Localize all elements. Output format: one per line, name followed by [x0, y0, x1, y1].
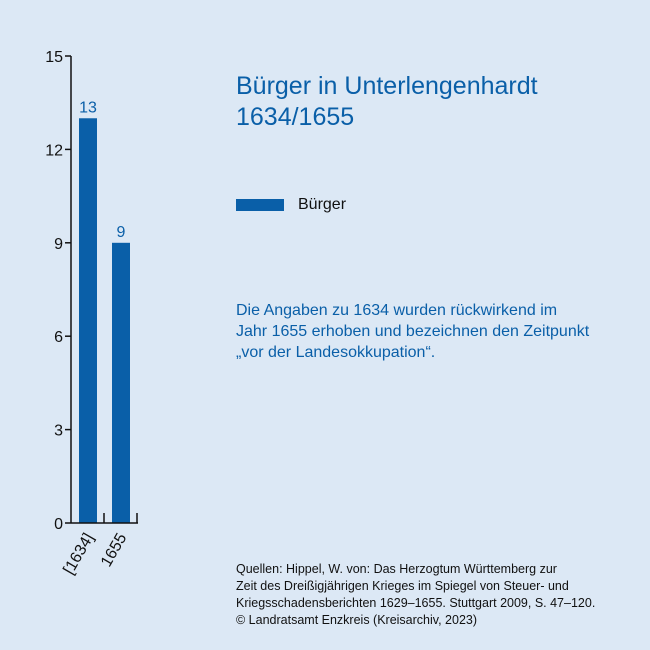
bar — [112, 242, 130, 524]
x-tick-label: [1634] — [60, 531, 97, 578]
y-axis-ticks: 0 3 6 9 12 15 — [45, 49, 71, 533]
y-tick-label: 3 — [54, 423, 63, 440]
source-line-3: Kriegsschadensberichten 1629–1655. Stutt… — [236, 596, 596, 610]
chart-title-line-1: Bürger in Unterlengenhardt — [236, 72, 538, 100]
bars: 13 9 — [79, 99, 130, 524]
x-tick-label: 1655 — [98, 530, 131, 569]
y-tick-label: 12 — [45, 142, 63, 159]
bar-value-label: 9 — [117, 224, 126, 241]
note-line-3: „vor der Landesokkupation“. — [236, 344, 436, 361]
legend-swatch — [236, 199, 284, 211]
chart-title: Bürger in Unterlengenhardt 1634/1655 — [236, 71, 538, 133]
chart-title-line-2: 1634/1655 — [236, 103, 355, 131]
legend-label: Bürger — [298, 196, 347, 213]
legend: Bürger — [236, 196, 346, 214]
note-line-2: Jahr 1655 erhoben und bezeichnen den Zei… — [236, 323, 590, 340]
y-tick-label: 0 — [54, 516, 63, 533]
y-tick-label: 15 — [45, 49, 63, 66]
source-line-2: Zeit des Dreißigjährigen Krieges im Spie… — [236, 579, 569, 593]
bar-value-label: 13 — [79, 99, 97, 116]
bar — [79, 118, 97, 524]
copyright-line: © Landratsamt Enzkreis (Kreisarchiv, 202… — [236, 613, 478, 627]
source-line-1: Quellen: Hippel, W. von: Das Herzogtum W… — [236, 562, 557, 576]
chart-note: Die Angaben zu 1634 wurden rückwirkend i… — [236, 300, 636, 363]
sources: Quellen: Hippel, W. von: Das Herzogtum W… — [236, 561, 636, 629]
bar-chart: 0 3 6 9 12 15 13 9 [1634] 1655 — [45, 49, 138, 578]
note-line-1: Die Angaben zu 1634 wurden rückwirkend i… — [236, 302, 558, 319]
y-tick-label: 6 — [54, 329, 63, 346]
y-tick-label: 9 — [54, 236, 63, 253]
